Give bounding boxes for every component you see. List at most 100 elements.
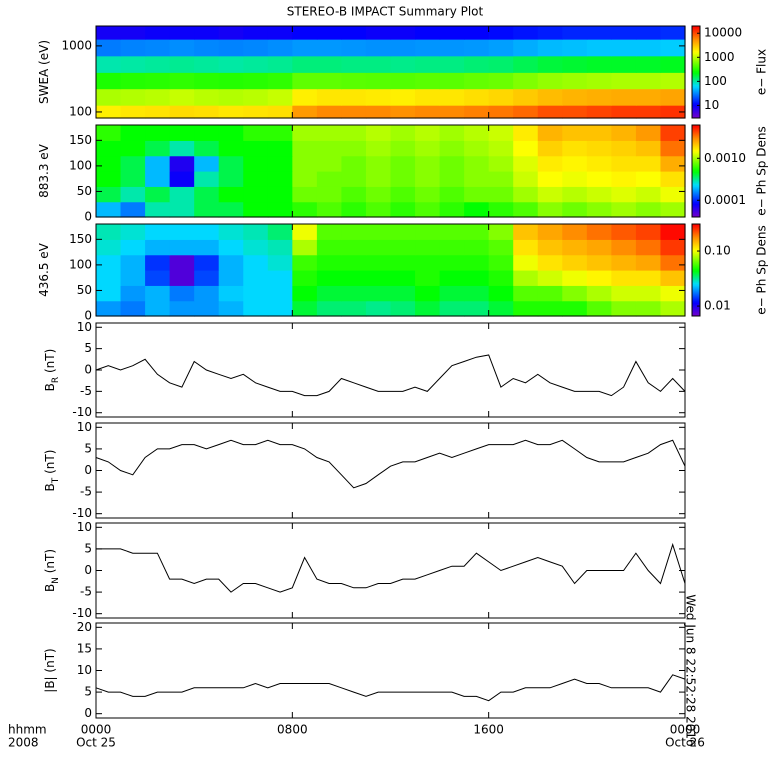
heatmap-cell: [513, 201, 539, 218]
y-tick-label: 0: [84, 363, 92, 377]
heatmap-cell: [365, 201, 392, 218]
heatmap-cell: [488, 186, 514, 203]
colorbar-swatch: [692, 288, 700, 291]
colorbar-swatch: [692, 108, 700, 111]
heatmap-cell: [96, 39, 122, 57]
heatmap-cell: [488, 201, 514, 218]
heatmap-cell: [390, 39, 416, 57]
colorbar-swatch: [692, 181, 700, 184]
heatmap-cell: [537, 26, 563, 40]
heatmap-cell: [267, 140, 293, 157]
y-axis-label-part: B: [43, 584, 57, 592]
heatmap-cell: [611, 186, 637, 203]
heatmap-cell: [415, 39, 441, 57]
colorbar-swatch: [692, 141, 700, 144]
heatmap-cell: [292, 72, 318, 90]
heatmap-cell: [365, 224, 392, 240]
heatmap-cell: [660, 201, 686, 218]
heatmap-cell: [513, 105, 539, 119]
heatmap-cell: [390, 224, 416, 240]
heatmap-cell: [96, 72, 122, 90]
heatmap-cell: [439, 140, 465, 157]
heatmap-cell: [218, 26, 244, 40]
heatmap-cell: [169, 171, 195, 187]
colorbar-swatch: [692, 258, 700, 261]
colorbar-swatch: [692, 201, 700, 204]
heatmap-cell: [194, 239, 220, 256]
colorbar-swatch: [692, 306, 700, 309]
colorbar-swatch: [692, 191, 700, 194]
heatmap-cell: [635, 201, 662, 218]
colorbar-swatch: [692, 211, 700, 214]
heatmap-cell: [488, 55, 514, 73]
heatmap-cell: [464, 140, 490, 157]
date-label: Oct 26: [665, 736, 705, 750]
colorbar-swatch: [692, 226, 700, 229]
colorbar-swatch: [692, 157, 700, 160]
heatmap-cell: [243, 125, 269, 141]
heatmap-cell: [218, 186, 244, 203]
colorbar-swatch: [692, 246, 700, 249]
heatmap-cell: [292, 239, 318, 256]
heatmap-cell: [660, 239, 686, 256]
colorbar-swatch: [692, 268, 700, 271]
heatmap-cell: [562, 270, 588, 286]
colorbar-swatch: [692, 88, 700, 91]
colorbar-swatch: [692, 151, 700, 154]
heatmap-cell: [537, 140, 563, 157]
colorbar-title: e− Flux: [755, 49, 769, 95]
colorbar-swatch: [692, 28, 700, 31]
heatmap-cell: [169, 105, 195, 119]
heatmap-cell: [218, 224, 244, 240]
colorbar-swatch: [692, 228, 700, 231]
heatmap-cell: [488, 105, 514, 119]
colorbar-swatch: [692, 205, 700, 208]
heatmap-cell: [169, 254, 195, 271]
heatmap-cell: [145, 55, 171, 73]
heatmap-cell: [120, 300, 146, 317]
heatmap-cell: [390, 270, 416, 286]
heatmap-cell: [586, 254, 612, 271]
heatmap-cell: [218, 201, 244, 218]
heatmap-cell: [96, 140, 122, 157]
heatmap-cell: [611, 105, 637, 119]
heatmap-cell: [562, 55, 588, 73]
data-line: [95, 439, 686, 489]
heatmap-cell: [439, 239, 465, 256]
heatmap-cell: [96, 155, 122, 172]
heatmap-cell: [341, 285, 367, 302]
heatmap-cell: [415, 224, 441, 240]
heatmap-cell: [660, 224, 686, 240]
heatmap-cell: [316, 155, 343, 172]
heatmap-cell: [611, 72, 637, 90]
heatmap-cell: [316, 55, 343, 73]
heatmap-cell: [415, 270, 441, 286]
heatmap-cell: [537, 125, 563, 141]
colorbar-swatch: [692, 165, 700, 168]
y-tick-label: -5: [80, 585, 92, 599]
heatmap-cell: [365, 239, 392, 256]
heatmap-cell: [145, 155, 171, 172]
heatmap-cell: [660, 125, 686, 141]
heatmap-cell: [145, 270, 171, 286]
heatmap-cell: [341, 105, 367, 119]
heatmap-cell: [586, 171, 612, 187]
y-axis-label-part: 436.5 eV: [37, 242, 51, 297]
heatmap-cell: [341, 140, 367, 157]
colorbar-swatch: [692, 72, 700, 75]
colorbar-swatch: [692, 155, 700, 158]
heatmap-cell: [562, 26, 588, 40]
heatmap-cell: [415, 55, 441, 73]
heatmap-cell: [292, 155, 318, 172]
colorbar-swatch: [692, 189, 700, 192]
colorbar-swatch: [692, 197, 700, 200]
heatmap-cell: [341, 300, 367, 317]
heatmap-cell: [488, 72, 514, 90]
heatmap-cell: [96, 201, 122, 218]
heatmap-cell: [341, 72, 367, 90]
y-tick-label: -5: [80, 384, 92, 398]
heatmap-cell: [169, 140, 195, 157]
heatmap-cell: [537, 270, 563, 286]
heatmap-cell: [562, 300, 588, 317]
